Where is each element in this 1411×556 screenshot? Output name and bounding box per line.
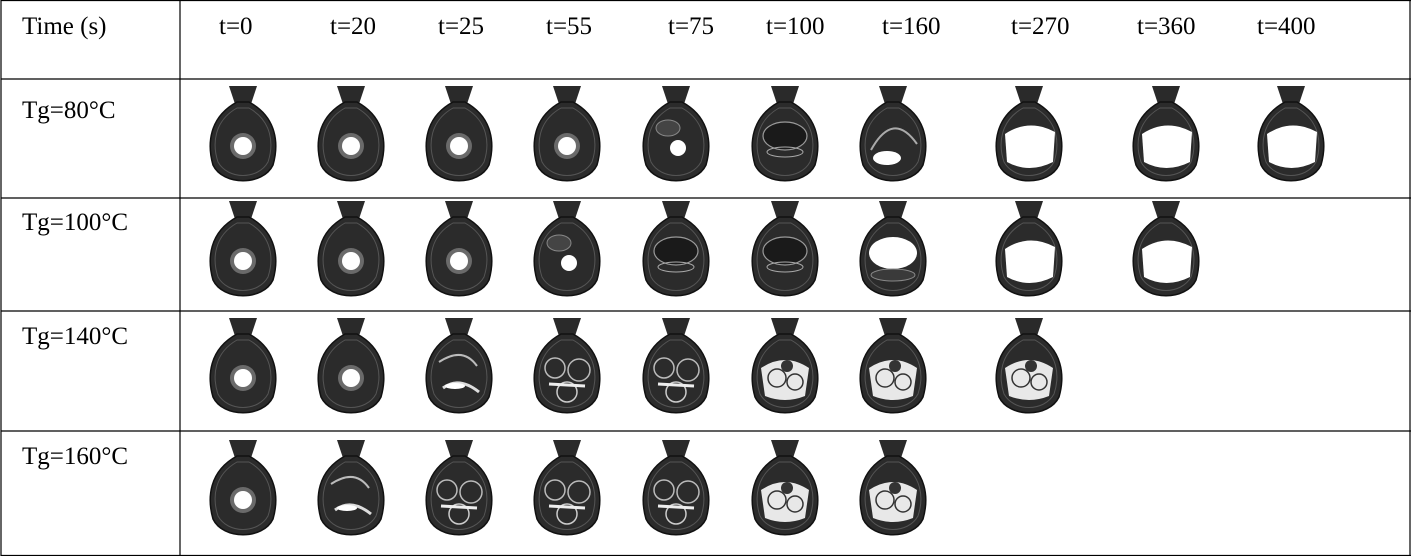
time-header-t-160: t=160 — [882, 13, 941, 40]
row-label-tg100: Tg=100°C — [22, 209, 129, 236]
droplet-frame-r0-c3 — [533, 86, 601, 182]
droplet-frame-r0-c0 — [209, 86, 277, 182]
droplet-frame-r3-c3 — [533, 440, 601, 536]
droplet-frame-r1-c4 — [642, 201, 710, 297]
droplet-frame-r1-c8 — [1132, 201, 1200, 297]
time-header-t-0: t=0 — [219, 13, 253, 40]
time-header-t-360: t=360 — [1137, 13, 1196, 40]
droplet-frame-r0-c7 — [995, 86, 1063, 182]
droplet-frame-r0-c4 — [642, 86, 710, 182]
droplet-frame-r1-c1 — [317, 201, 385, 297]
droplet-frame-r3-c6 — [859, 440, 927, 536]
time-header-t-100: t=100 — [766, 13, 825, 40]
droplet-frame-r0-c1 — [317, 86, 385, 182]
droplet-frames — [209, 86, 1325, 536]
time-header-t-75: t=75 — [668, 13, 715, 40]
row-label-tg80: Tg=80°C — [22, 97, 116, 124]
droplet-frame-r2-c0 — [209, 318, 277, 414]
time-header-t-270: t=270 — [1011, 13, 1070, 40]
row-label-tg160: Tg=160°C — [22, 443, 129, 470]
droplet-frame-r3-c5 — [751, 440, 819, 536]
time-header-t-20: t=20 — [330, 13, 377, 40]
droplet-frame-r0-c5 — [751, 86, 819, 182]
droplet-frame-r1-c2 — [425, 201, 493, 297]
droplet-frame-r1-c5 — [751, 201, 819, 297]
droplet-frame-r3-c0 — [209, 440, 277, 536]
time-header-t-25: t=25 — [438, 13, 485, 40]
droplet-frame-r2-c7 — [995, 318, 1063, 414]
droplet-frame-r2-c5 — [751, 318, 819, 414]
droplet-frame-r1-c7 — [995, 201, 1063, 297]
droplet-frame-r2-c2 — [425, 318, 493, 414]
row-label-tg140: Tg=140°C — [22, 323, 129, 350]
droplet-frame-r0-c2 — [425, 86, 493, 182]
droplet-frame-r3-c4 — [642, 440, 710, 536]
droplet-frame-r0-c9 — [1257, 86, 1325, 182]
droplet-frame-r2-c4 — [642, 318, 710, 414]
droplet-frame-r0-c6 — [859, 86, 927, 182]
droplet-frame-r2-c6 — [859, 318, 927, 414]
droplet-frame-r1-c3 — [533, 201, 601, 297]
droplet-frame-r1-c6 — [859, 201, 927, 297]
droplet-frame-r2-c3 — [533, 318, 601, 414]
time-header-t-55: t=55 — [546, 13, 593, 40]
time-header-t-400: t=400 — [1257, 13, 1316, 40]
droplet-frame-r1-c0 — [209, 201, 277, 297]
header-label: Time (s) — [22, 13, 107, 40]
droplet-frame-r3-c1 — [317, 440, 385, 536]
droplet-frame-r2-c1 — [317, 318, 385, 414]
droplet-frame-r3-c2 — [425, 440, 493, 536]
droplet-frame-r0-c8 — [1132, 86, 1200, 182]
